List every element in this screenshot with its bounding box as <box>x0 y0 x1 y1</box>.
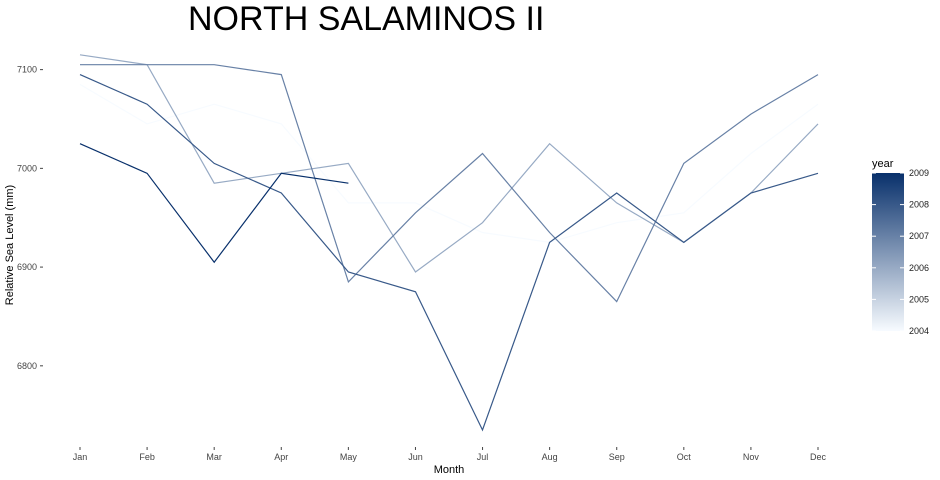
x-tick-label: Feb <box>139 452 155 462</box>
x-tick-label: Mar <box>206 452 222 462</box>
legend-tick-label: 2006 <box>909 263 929 273</box>
chart-title: NORTH SALAMINOS II <box>188 0 544 38</box>
y-tick-label: 7100 <box>17 65 37 75</box>
x-tick-label: Apr <box>274 452 288 462</box>
x-tick-label: Jul <box>477 452 489 462</box>
series-line-2006 <box>79 54 819 273</box>
y-axis: 6800 6900 7000 7100 <box>17 65 43 371</box>
legend-tick-label: 2005 <box>909 294 929 304</box>
y-tick-label: 7000 <box>17 163 37 173</box>
color-legend: year 2004 2005 2006 2007 2008 2009 <box>872 158 929 336</box>
legend-colorbar <box>872 173 904 331</box>
x-tick-label: Nov <box>743 452 760 462</box>
legend-tick-label: 2009 <box>909 168 929 178</box>
series-line-2007 <box>80 64 819 303</box>
y-tick-label: 6800 <box>17 361 37 371</box>
series-line-2008 <box>79 74 819 432</box>
legend-tick-label: 2008 <box>909 200 929 210</box>
legend-tick-label: 2004 <box>909 326 929 336</box>
x-tick-label: May <box>340 452 358 462</box>
series-lines <box>79 54 819 432</box>
x-tick-label: Aug <box>542 452 558 462</box>
x-tick-label: Dec <box>810 452 827 462</box>
legend-title: year <box>872 158 894 170</box>
x-axis-label: Month <box>434 464 465 476</box>
legend-ticks: 2004 2005 2006 2007 2008 2009 <box>872 168 929 336</box>
x-tick-label: Sep <box>609 452 625 462</box>
legend-tick-label: 2007 <box>909 231 929 241</box>
x-tick-label: Jun <box>408 452 423 462</box>
x-axis: Jan Feb Mar Apr May Jun Jul Aug Sep Oct Nov Dec <box>73 447 827 462</box>
y-tick-label: 6900 <box>17 262 37 272</box>
series-line-2004 <box>79 83 819 244</box>
series-line-2009 <box>79 143 349 264</box>
y-axis-label: Relative Sea Level (mm) <box>4 185 16 305</box>
x-tick-label: Jan <box>73 452 88 462</box>
x-tick-label: Oct <box>677 452 692 462</box>
